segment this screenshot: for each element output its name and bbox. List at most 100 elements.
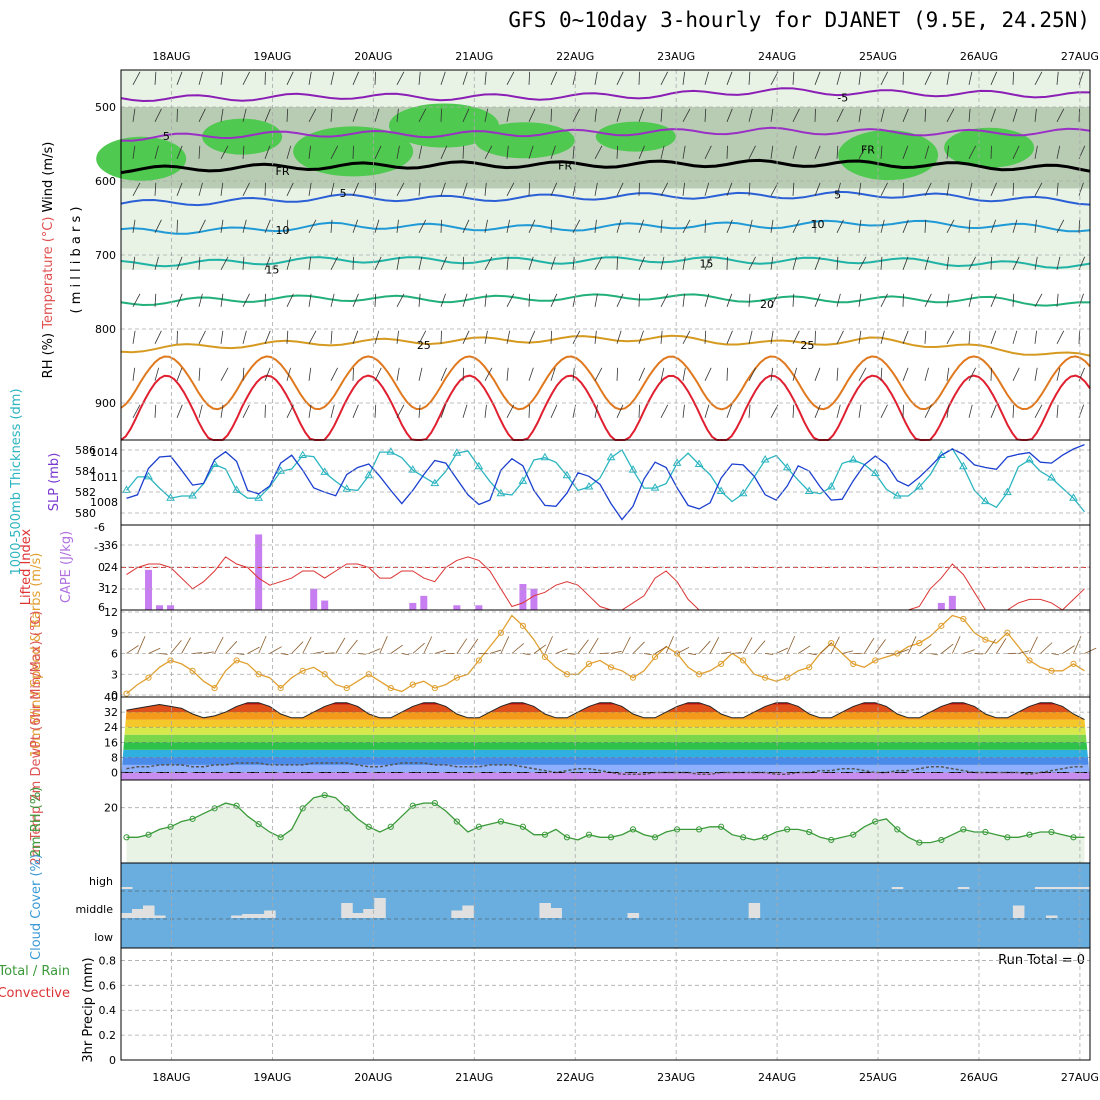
temp-contour-15 <box>120 256 1091 269</box>
date-label-bottom: 21AUG <box>455 1071 493 1084</box>
wind-speed-point <box>629 674 637 681</box>
wind-barb <box>858 330 862 344</box>
wind-barb-10m <box>996 638 1007 654</box>
wind-barb <box>880 219 885 233</box>
cape-bar <box>475 605 483 610</box>
wind-barb <box>858 404 862 418</box>
wind-barb <box>880 256 883 270</box>
wind-barb <box>440 404 447 418</box>
rh2m-point <box>409 802 416 809</box>
y-axis-labels: RH (%) Temperature (°C) Wind (m/s) ( m i… <box>0 142 96 1063</box>
temp-tick: 0 <box>111 766 118 779</box>
wind-barb-10m <box>181 637 191 654</box>
wind-barb <box>484 293 487 307</box>
rh2m-point <box>563 834 571 841</box>
wind-barb-10m <box>632 641 645 654</box>
precip-tick: 0.6 <box>99 979 117 992</box>
wind-barb-10m <box>721 651 732 654</box>
wind-barb <box>220 404 224 418</box>
mid-cloud-bar <box>374 898 386 918</box>
wind-speed-point <box>541 653 549 661</box>
rh2m-point <box>343 805 350 812</box>
wind-barb <box>418 404 421 418</box>
rh2m-point <box>784 826 791 833</box>
wind-barb <box>902 108 909 122</box>
wind-barb <box>462 404 468 418</box>
mid-cloud-bar <box>627 913 640 918</box>
wind-speed-point <box>387 684 394 692</box>
mid-cloud-bar <box>352 913 364 918</box>
wind-barb <box>308 293 312 307</box>
wind-barb <box>616 182 624 196</box>
wind-barb <box>726 293 733 307</box>
rh2m-point <box>938 836 945 844</box>
thickness-point <box>584 482 594 490</box>
wind-barb-10m <box>225 641 238 654</box>
wind-barb <box>440 71 446 85</box>
mid-cloud-bar <box>1045 915 1058 918</box>
wind-barb <box>132 145 136 159</box>
wind-speed-point <box>828 640 835 647</box>
rh2m-point <box>916 839 923 846</box>
slp-line <box>126 443 1085 521</box>
wind-barb <box>1056 71 1059 85</box>
wind-barb <box>220 330 224 344</box>
wind-barb <box>506 108 510 122</box>
wind-speed-point <box>740 657 747 664</box>
wind-barb-10m <box>688 653 696 655</box>
temp-band <box>121 772 1090 780</box>
wind-barb <box>572 330 581 344</box>
wind-barb <box>374 293 377 307</box>
wind-barb <box>1034 256 1038 270</box>
wind-barb <box>814 404 821 418</box>
wind-speed-point <box>607 664 615 671</box>
wind-barb-10m <box>335 637 346 654</box>
wind-barb <box>792 293 795 307</box>
wind-barb <box>1034 219 1037 233</box>
wind-barb-10m <box>533 644 547 654</box>
high-cloud-bar <box>1067 887 1080 889</box>
wind-barb <box>418 108 427 122</box>
wind-barb-10m <box>192 652 203 654</box>
wind-barb-10m <box>665 635 674 654</box>
wind-barb <box>594 367 603 381</box>
wind-barb <box>198 330 206 344</box>
rh2m-point <box>695 826 703 833</box>
wind-barb <box>946 404 950 418</box>
thickness-point <box>782 462 792 471</box>
wind-barb <box>572 367 575 381</box>
wind-barb <box>198 256 201 270</box>
temp-tick: 40 <box>104 691 118 704</box>
temp-band <box>121 719 1090 728</box>
wind-barb <box>858 293 862 307</box>
mid-cloud-bar <box>451 910 463 918</box>
wind-ylabel: 10m Wind Speed & Barbs (m/s) <box>29 553 44 758</box>
wind-barb <box>660 182 669 196</box>
rh2m-point <box>718 823 725 830</box>
wind-barb <box>726 108 733 122</box>
thickness-point <box>430 478 440 487</box>
wind-barb <box>374 145 382 159</box>
cloud-tick: high <box>89 875 113 888</box>
rh2m-point <box>365 823 372 830</box>
wind-speed-line <box>126 614 1085 695</box>
wind-barb <box>242 219 247 233</box>
wind-barb <box>770 108 774 122</box>
temp-max-line <box>126 702 1085 721</box>
wind-barb <box>220 145 229 159</box>
thickness-point <box>694 459 704 467</box>
wind-barb-10m <box>930 653 938 656</box>
wind-barb <box>1012 108 1018 122</box>
rh2m-point <box>629 826 637 833</box>
wind-barb <box>704 219 707 233</box>
lifted-index-line <box>126 556 1085 611</box>
wind-barb <box>154 108 162 122</box>
wind-barb <box>682 293 685 307</box>
wind-barb <box>484 145 493 159</box>
wind-barb <box>682 330 691 344</box>
wind-barb <box>418 367 423 381</box>
wind-barb-10m <box>302 636 312 654</box>
wind-barb <box>792 219 800 233</box>
wind-barb-10m <box>258 635 267 654</box>
cloud-tick: middle <box>75 903 113 916</box>
